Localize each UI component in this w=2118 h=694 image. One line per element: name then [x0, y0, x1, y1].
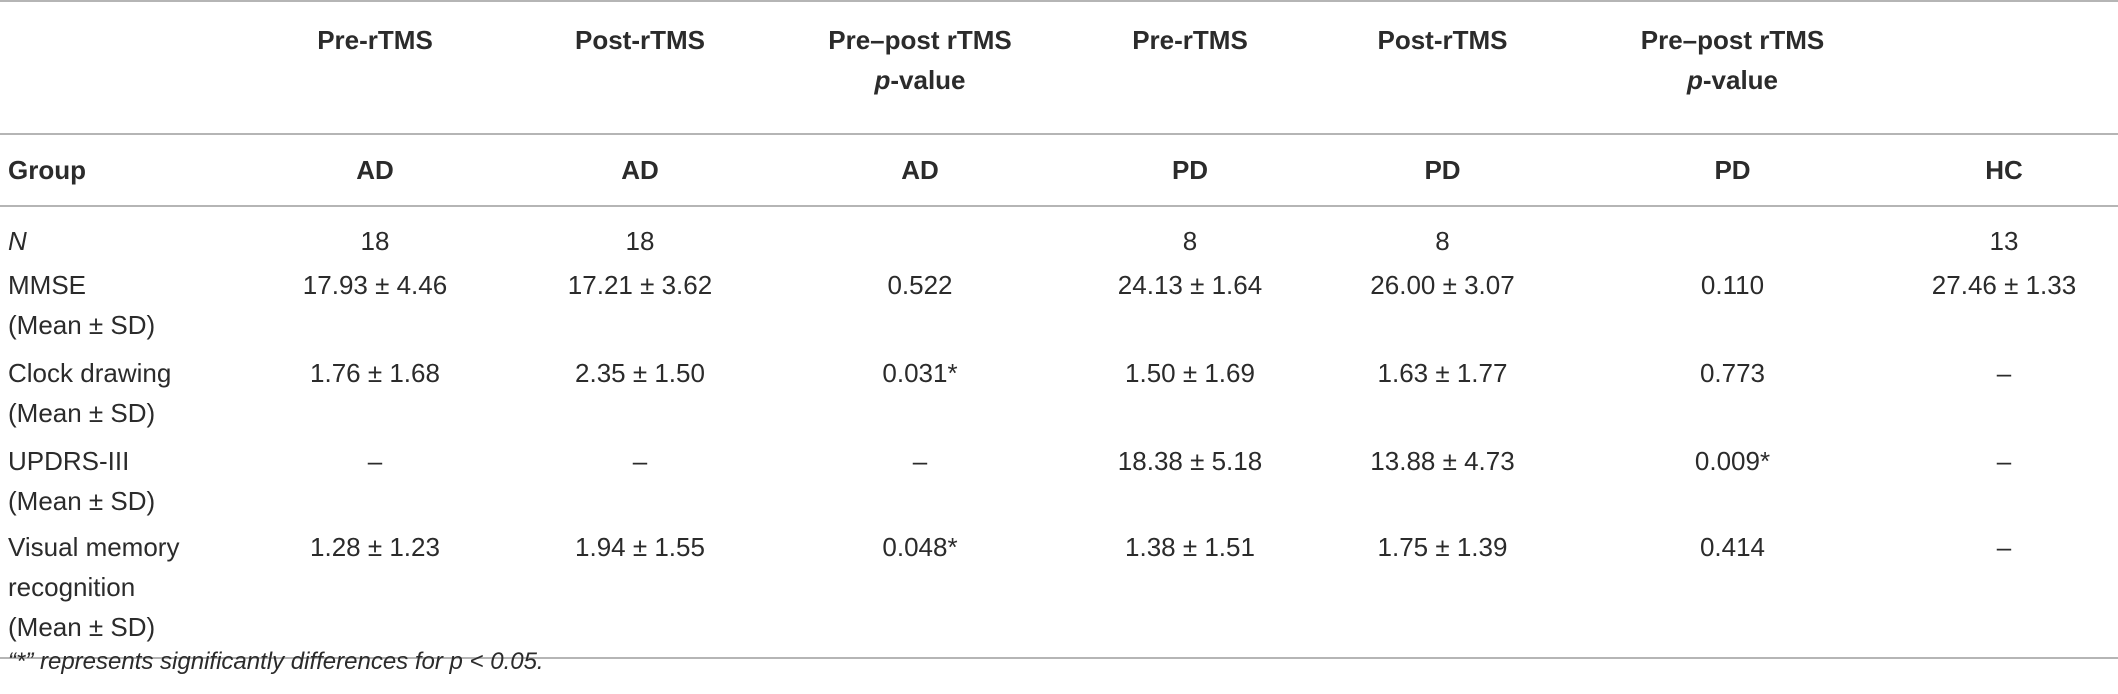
header-cell-pd: PD — [1310, 133, 1575, 207]
table-cell: 1.76 ± 1.68 — [310, 358, 440, 388]
header-row-group: Group AD AD AD PD PD PD HC — [0, 133, 2118, 207]
header-pvalue-suffix: -value — [1702, 65, 1779, 95]
header-cell-empty — [0, 0, 240, 134]
row-label-main: UPDRS-III — [8, 446, 130, 476]
table-cell: 0.009* — [1694, 446, 1771, 476]
header-pvalue-suffix: -value — [890, 65, 966, 95]
header-pvalue-title: Pre–post rTMS — [828, 25, 1012, 55]
table-cell: – — [367, 446, 383, 476]
table-cell: 0.522 — [887, 270, 953, 300]
header-cell-pvalue-ad: Pre–post rTMS p-value — [770, 0, 1070, 134]
table-cell: 0.773 — [1699, 358, 1766, 388]
table-cell: 1.28 ± 1.23 — [240, 527, 510, 659]
row-label: Visual memory recognition (Mean ± SD) — [0, 527, 240, 659]
row-label-line2: recognition — [8, 572, 136, 602]
table-cell: 0.048* — [770, 527, 1070, 659]
header-pvalue-title: Pre–post rTMS — [1640, 25, 1825, 55]
table-cell: 18 — [625, 226, 655, 256]
header-cell-pd: PD — [1575, 133, 1890, 207]
row-label: UPDRS-III (Mean ± SD) — [0, 441, 240, 527]
table-cell: – — [1890, 527, 2118, 659]
table-row-mmse: MMSE (Mean ± SD) 17.93 ± 4.46 17.21 ± 3.… — [0, 261, 2118, 353]
header-cell-post-rtms-ad: Post-rTMS — [510, 0, 770, 134]
table-cell: 0.031* — [882, 358, 958, 388]
table-cell: 24.13 ± 1.64 — [1117, 270, 1263, 300]
row-label: MMSE (Mean ± SD) — [0, 261, 240, 353]
header-cell-ad: AD — [240, 133, 510, 207]
table-cell: 18.38 ± 5.18 — [1117, 446, 1263, 476]
table-cell: 18 — [360, 226, 390, 256]
header-cell-pd: PD — [1070, 133, 1310, 207]
table-cell: – — [912, 446, 928, 476]
table-cell: 17.21 ± 3.62 — [567, 270, 713, 300]
table-cell — [770, 206, 1070, 261]
header-pvalue-p: p — [1686, 65, 1703, 95]
table-footnote: “*” represents significantly differences… — [8, 648, 544, 675]
table-cell: 13 — [1989, 226, 2019, 256]
table-cell: – — [1996, 358, 2012, 388]
row-label: N — [8, 226, 27, 256]
row-label-sub: (Mean ± SD) — [8, 486, 156, 516]
header-cell-empty — [1890, 0, 2118, 134]
table-row-n: N 18 18 8 8 13 — [0, 206, 2118, 261]
header-cell-ad: AD — [770, 133, 1070, 207]
row-label-main: MMSE — [8, 270, 86, 300]
table-row-clock-drawing: Clock drawing (Mean ± SD) 1.76 ± 1.68 2.… — [0, 353, 2118, 441]
table-cell: 13.88 ± 4.73 — [1370, 446, 1515, 476]
row-label-sub: (Mean ± SD) — [8, 310, 156, 340]
header-row-timepoint: Pre-rTMS Post-rTMS Pre–post rTMS p-value… — [0, 0, 2118, 134]
row-label-sub: (Mean ± SD) — [8, 612, 156, 642]
table-cell: 17.93 ± 4.46 — [302, 270, 448, 300]
table-cell: – — [1996, 446, 2012, 476]
header-cell-post-rtms-pd: Post-rTMS — [1310, 0, 1575, 134]
table-cell: – — [632, 446, 648, 476]
table-cell: 8 — [1435, 226, 1450, 256]
table-cell: 8 — [1182, 226, 1198, 256]
header-cell-pre-rtms-ad: Pre-rTMS — [240, 0, 510, 134]
table-cell — [1575, 206, 1890, 261]
table-cell: 26.00 ± 3.07 — [1370, 270, 1515, 300]
table-cell: 0.110 — [1700, 270, 1765, 300]
header-cell-pre-rtms-pd: Pre-rTMS — [1070, 0, 1310, 134]
table-cell: 2.35 ± 1.50 — [575, 358, 705, 388]
header-pvalue-p: p — [874, 65, 891, 95]
table-row-visual-memory: Visual memory recognition (Mean ± SD) 1.… — [0, 527, 2118, 659]
row-label-main: Visual memory — [8, 532, 180, 562]
table-cell: 1.38 ± 1.51 — [1070, 527, 1310, 659]
table-cell: 1.50 ± 1.69 — [1125, 358, 1255, 388]
header-cell-hc: HC — [1890, 133, 2118, 207]
header-cell-ad: AD — [510, 133, 770, 207]
table-cell: 1.63 ± 1.77 — [1377, 358, 1508, 388]
table-cell: 0.414 — [1575, 527, 1890, 659]
header-cell-group: Group — [0, 133, 240, 207]
row-label-main: Clock drawing — [8, 358, 172, 388]
header-cell-pvalue-pd: Pre–post rTMS p-value — [1575, 0, 1890, 134]
table-cell: 1.94 ± 1.55 — [510, 527, 770, 659]
results-table: Pre-rTMS Post-rTMS Pre–post rTMS p-value… — [0, 0, 2118, 659]
table-row-updrs-iii: UPDRS-III (Mean ± SD) – – – 18.38 ± 5.18… — [0, 441, 2118, 527]
table-cell: 1.75 ± 1.39 — [1310, 527, 1575, 659]
table-cell: 27.46 ± 1.33 — [1931, 270, 2077, 300]
row-label: Clock drawing (Mean ± SD) — [0, 353, 240, 441]
row-label-sub: (Mean ± SD) — [8, 398, 156, 428]
